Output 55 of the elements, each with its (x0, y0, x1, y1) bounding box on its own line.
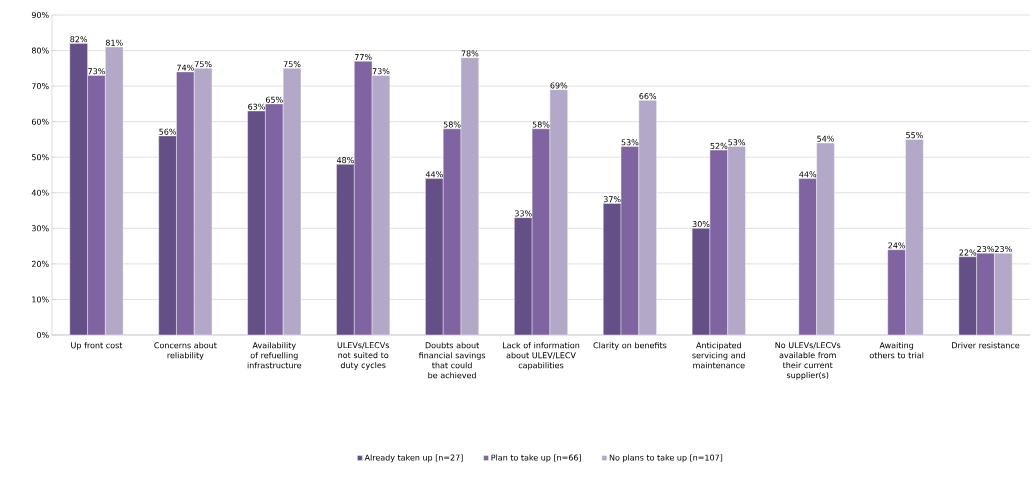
data-label: 44% (425, 171, 443, 178)
y-tick-label: 70% (32, 83, 49, 90)
y-tick-label: 10% (32, 296, 49, 303)
data-label: 75% (194, 61, 212, 68)
y-tick-label: 60% (31, 118, 49, 125)
data-label: 66% (639, 93, 657, 100)
data-label: 24% (888, 242, 906, 249)
data-label: 33% (514, 210, 532, 217)
data-label: 23% (995, 245, 1012, 253)
y-tick-label: 20% (31, 260, 49, 267)
data-label: 78% (461, 50, 479, 57)
x-tick-label: Anticipated servicing and maintenance (692, 342, 746, 369)
data-label: 56% (159, 128, 177, 135)
x-tick-label: Doubts about financial savings that could be achieved (418, 342, 486, 379)
data-label: 44% (799, 171, 817, 178)
data-label: 58% (532, 121, 550, 128)
x-tick-label: Awaiting others to trial (869, 342, 924, 359)
legend-label: Already taken up [n=27] (364, 454, 463, 463)
data-label: 37% (603, 196, 621, 203)
y-tick-label: 80% (31, 47, 49, 54)
data-label: 53% (621, 139, 639, 146)
data-label: 63% (248, 103, 265, 110)
y-tick-label: 30% (31, 225, 49, 232)
x-tick-label: ULEVs/LECVs not suited to duty cycles (337, 342, 390, 370)
x-tick-label: Driver resistance (952, 342, 1020, 349)
data-label: 73% (88, 68, 105, 75)
x-tick-label: Availability of refuelling infrastructure (247, 342, 302, 369)
y-tick-label: 0% (36, 331, 49, 339)
data-label: 73% (372, 68, 390, 75)
data-label: 22% (959, 249, 977, 256)
y-tick-label: 50% (31, 154, 49, 161)
data-label: 82% (70, 36, 88, 43)
data-label: 52% (710, 142, 728, 149)
x-tick-label: No ULEVs/LECVs available from their current supplier(s) (775, 342, 841, 380)
y-tick-label: 40% (31, 189, 49, 196)
x-tick-label: Clarity on benefits (593, 342, 667, 350)
x-tick-label: Lack of information about ULEV/LECV capabilities (502, 342, 580, 370)
data-label: 30% (692, 221, 710, 228)
data-label: 69% (550, 82, 568, 89)
data-label: 77% (354, 53, 372, 61)
x-tick-label: Concerns about reliability (154, 342, 217, 360)
x-tick-label: Up front cost (71, 342, 123, 350)
data-label: 75% (283, 61, 301, 68)
legend-label: Plan to take up [n=66] (491, 454, 581, 463)
data-label: 74% (177, 64, 194, 71)
data-label: 23% (977, 245, 994, 253)
data-label: 55% (906, 132, 923, 139)
data-label: 58% (443, 121, 461, 128)
data-label: 48% (336, 157, 354, 164)
legend-label: No plans to take up [n=107] (609, 454, 723, 463)
data-label: 65% (265, 96, 283, 103)
data-label: 81% (105, 39, 123, 46)
data-label: 53% (728, 139, 746, 146)
y-tick-label: 90% (31, 11, 49, 19)
data-label: 54% (817, 135, 834, 142)
